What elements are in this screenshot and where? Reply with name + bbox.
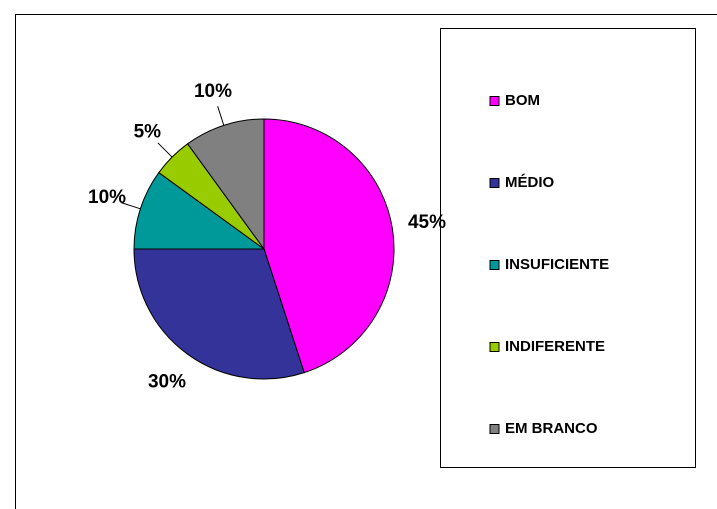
data-label: 10% [88, 187, 126, 208]
legend-label: MÉDIO [505, 174, 555, 191]
data-label: 10% [194, 81, 232, 102]
leader-line [217, 106, 225, 126]
legend-label: EM BRANCO [505, 420, 598, 437]
legend-swatch [489, 424, 500, 434]
legend-swatch [489, 96, 500, 106]
data-label: 5% [134, 121, 162, 142]
data-label: 30% [148, 372, 186, 393]
data-label: 45% [408, 212, 446, 233]
legend-label: INSUFICIENTE [505, 256, 609, 273]
legend-label: BOM [505, 92, 540, 109]
leader-line [121, 202, 141, 210]
pie-slice [133, 171, 266, 250]
pie-slice [133, 248, 305, 380]
legend-frame [440, 28, 696, 468]
pie-slice [263, 118, 395, 374]
legend-label: INDIFERENTE [505, 338, 605, 355]
legend-swatch [489, 178, 500, 188]
legend-swatch [489, 342, 500, 352]
legend-swatch [489, 260, 500, 270]
pie-slice [186, 118, 265, 251]
leader-line [157, 142, 173, 158]
chart-frame [15, 14, 717, 509]
